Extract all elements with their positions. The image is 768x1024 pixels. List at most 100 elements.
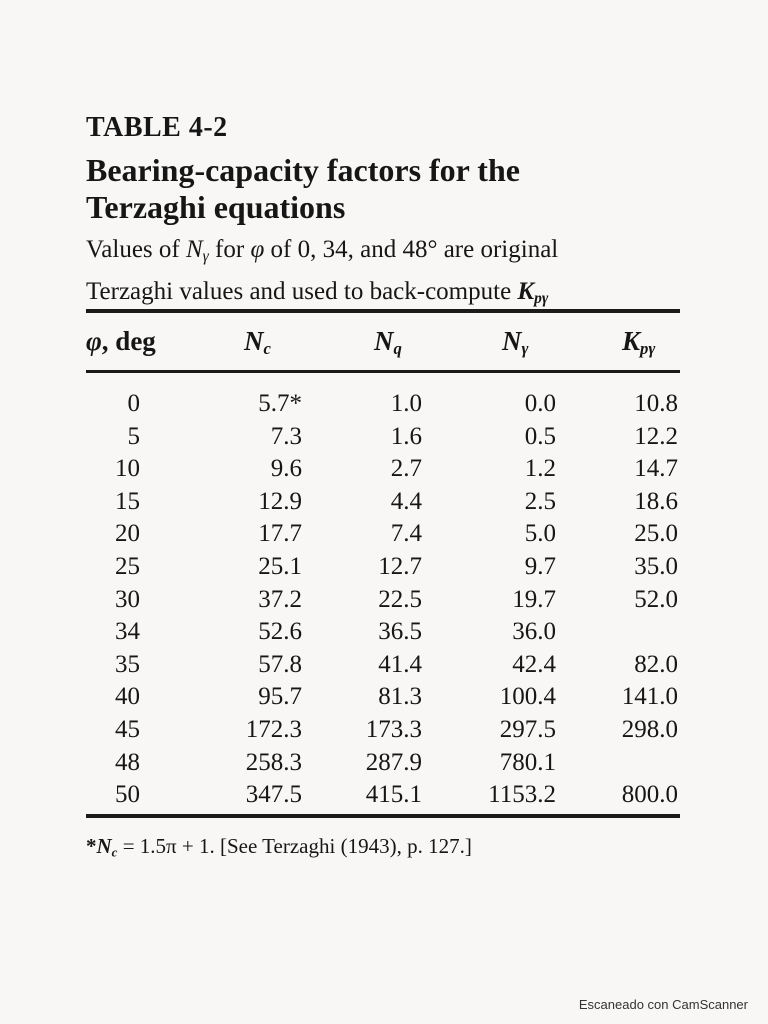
cell-ngamma: 9.7 <box>524 552 556 580</box>
table-row: 20 17.7 7.4 5.0 25.0 <box>86 518 680 551</box>
cell-phi: 30 <box>115 585 140 613</box>
cell-nq: 81.3 <box>378 683 422 711</box>
cell-kpgamma: 10.8 <box>634 390 678 417</box>
cell-phi: 0 <box>127 390 141 417</box>
header-ngamma: Nγ <box>502 326 529 359</box>
table-title: Bearing-capacity factors for the Terzagh… <box>86 152 686 226</box>
nc-symbol: Nc <box>96 834 118 860</box>
cell-phi: 20 <box>115 520 140 548</box>
cell-ngamma: 19.7 <box>512 585 556 613</box>
subtitle-text: of 0, 34, and 48 <box>264 236 428 263</box>
table-row: 48 258.3 287.9 780.1 <box>86 747 680 780</box>
cell-kpgamma: 800.0 <box>621 781 678 809</box>
cell-nc: 258.3 <box>245 748 302 776</box>
cell-kpgamma: 35.0 <box>634 552 678 580</box>
cell-kpgamma: 18.6 <box>634 487 678 515</box>
subtitle-text: are original <box>437 236 559 263</box>
k-pgamma-symbol: Kpγ <box>517 277 549 307</box>
table-subtitle: Values of Nγ for φ of 0, 34, and 48° are… <box>86 232 686 316</box>
footnote-text: = 1.5π + 1. [See Terzaghi (1943), p. 127… <box>117 834 472 858</box>
cell-nq: 22.5 <box>378 585 422 613</box>
subtitle-text: Terzaghi values and used to back-compute <box>86 277 518 305</box>
cell-nc: 95.7 <box>258 683 302 711</box>
cell-nc: 7.3 <box>270 422 302 450</box>
cell-phi: 34 <box>115 618 140 646</box>
cell-nq: 1.6 <box>390 422 422 450</box>
table-row: 30 37.2 22.5 19.7 52.0 <box>86 584 680 617</box>
cell-ngamma: 780.1 <box>499 748 556 776</box>
header-phi-deg: φ, deg <box>86 326 156 356</box>
cell-ngamma: 36.0 <box>512 618 556 646</box>
table-header-row: φ, deg Nc Nq Nγ Kpγ <box>86 322 680 366</box>
cell-ngamma: 0.5 <box>524 422 556 450</box>
table-row: 45 172.3 173.3 297.5 298.0 <box>86 714 680 747</box>
cell-ngamma: 100.4 <box>499 683 556 711</box>
table-row: 5 7.3 1.6 0.5 12.2 <box>86 421 680 454</box>
cell-ngamma: 1.2 <box>524 455 556 483</box>
cell-kpgamma: 14.7 <box>634 455 678 483</box>
cell-nq: 4.4 <box>390 487 422 515</box>
cell-nq: 287.9 <box>365 748 422 776</box>
cell-phi: 40 <box>115 683 140 711</box>
cell-nq: 2.7 <box>390 455 422 483</box>
cell-nc: 52.6 <box>258 618 302 646</box>
table-row: 15 12.9 4.4 2.5 18.6 <box>86 486 680 519</box>
table-body: 0 5.7* 1.0 0.0 10.8 5 7.3 1.6 0.5 12.2 1… <box>86 388 680 812</box>
table-footnote: *Nc = 1.5π + 1. [See Terzaghi (1943), p.… <box>86 834 686 860</box>
cell-phi: 50 <box>115 781 140 809</box>
cell-ngamma: 42.4 <box>512 650 556 678</box>
cell-phi: 10 <box>115 455 140 483</box>
cell-nq: 415.1 <box>365 781 422 809</box>
table-row: 35 57.8 41.4 42.4 82.0 <box>86 649 680 682</box>
cell-nc: 12.9 <box>258 487 302 515</box>
table-row: 50 347.5 415.1 1153.2 800.0 <box>86 779 680 812</box>
header-nc: Nc <box>244 326 271 359</box>
bottom-rule <box>86 814 680 818</box>
cell-ngamma: 1153.2 <box>488 781 556 809</box>
cell-phi: 15 <box>115 487 140 515</box>
subtitle-text: for <box>208 236 251 263</box>
cell-phi: 45 <box>115 715 140 743</box>
table-row: 10 9.6 2.7 1.2 14.7 <box>86 453 680 486</box>
cell-kpgamma: 52.0 <box>634 585 678 613</box>
cell-ngamma: 5.0 <box>524 520 556 548</box>
cell-nq: 36.5 <box>378 618 422 646</box>
top-rule <box>86 309 680 313</box>
cell-ngamma: 2.5 <box>524 487 556 515</box>
title-line-1: Bearing-capacity factors for the <box>86 152 520 188</box>
degree-symbol: ° <box>427 236 438 263</box>
cell-nc: 57.8 <box>258 650 302 678</box>
cell-nq: 41.4 <box>378 650 422 678</box>
cell-phi: 25 <box>115 552 140 580</box>
cell-ngamma: 297.5 <box>499 715 556 743</box>
header-kpgamma: Kpγ <box>622 326 656 359</box>
cell-kpgamma: 82.0 <box>634 650 678 678</box>
cell-nc: 9.6 <box>270 455 302 483</box>
cell-phi: 5 <box>127 422 141 450</box>
header-rule <box>86 370 680 373</box>
cell-phi: 35 <box>115 650 140 678</box>
cell-nq: 173.3 <box>365 715 422 743</box>
cell-nc: 25.1 <box>258 552 302 580</box>
cell-nq: 12.7 <box>378 552 422 580</box>
title-line-2: Terzaghi equations <box>86 189 346 225</box>
table-row: 34 52.6 36.5 36.0 <box>86 616 680 649</box>
camscanner-watermark: Escaneado con CamScanner <box>578 997 748 1012</box>
cell-nc: 17.7 <box>258 520 302 548</box>
table-row: 25 25.1 12.7 9.7 35.0 <box>86 551 680 584</box>
cell-nc: 37.2 <box>258 585 302 613</box>
subtitle-line-2: Terzaghi values and used to back-compute… <box>86 274 686 316</box>
cell-kpgamma: 25.0 <box>634 520 678 548</box>
phi-symbol: φ <box>250 236 265 263</box>
header-nq: Nq <box>374 326 402 359</box>
subtitle-line-1: Values of Nγ for φ of 0, 34, and 48° are… <box>86 232 686 274</box>
cell-kpgamma: 12.2 <box>634 422 678 450</box>
cell-nc: 347.5 <box>245 781 302 809</box>
footnote-marker: * <box>86 834 97 858</box>
cell-phi: 48 <box>115 748 140 776</box>
table-number: TABLE 4-2 <box>86 112 228 143</box>
n-gamma-symbol: Nγ <box>185 236 209 265</box>
cell-ngamma: 0.0 <box>524 390 556 417</box>
cell-nc: 172.3 <box>245 715 302 743</box>
